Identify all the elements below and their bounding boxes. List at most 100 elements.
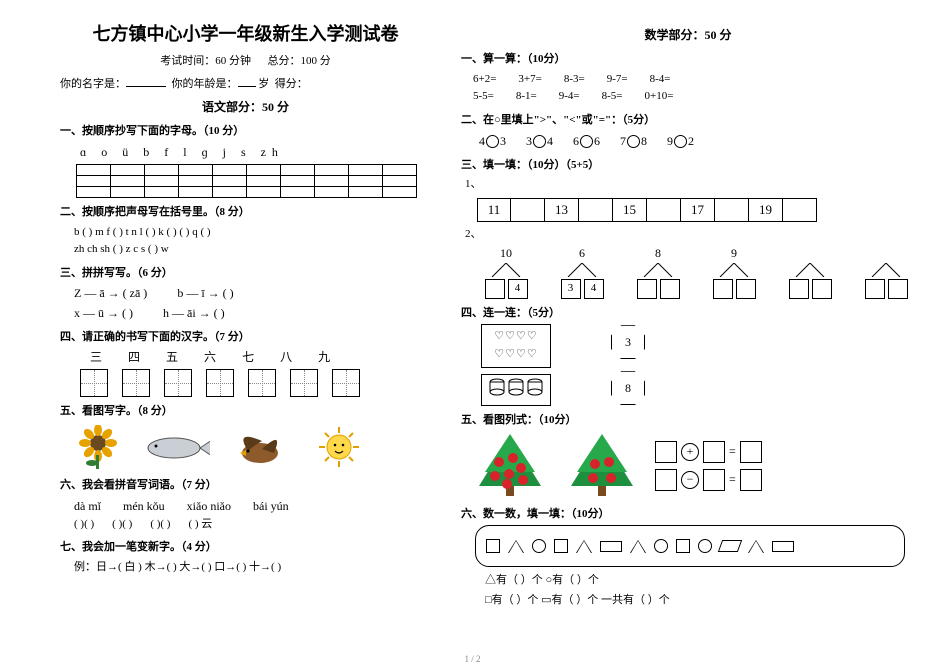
q6-p2: mén kǒu <box>123 497 165 516</box>
cylinders-box[interactable] <box>481 374 551 407</box>
square-icon <box>486 539 500 553</box>
octagon[interactable]: 3 <box>611 325 645 359</box>
cmp[interactable]: 78 <box>620 132 647 151</box>
op-circle: + <box>681 443 699 461</box>
tian-box[interactable] <box>206 369 234 397</box>
split-lines-icon <box>790 263 830 277</box>
lang-section-title: 语文部分：50 分 <box>60 98 431 117</box>
q1-letters: ɑ o ü b f l ɡ j s zh <box>60 143 431 162</box>
numcell[interactable] <box>715 198 749 222</box>
sq[interactable] <box>736 279 756 299</box>
eq-box[interactable] <box>655 469 677 491</box>
number-line[interactable]: 11 13 15 17 19 <box>461 198 915 222</box>
circle-blank[interactable] <box>627 135 640 148</box>
numcell[interactable]: 19 <box>749 198 783 222</box>
rectangle-icon <box>600 541 622 552</box>
eq[interactable]: 8-5= <box>602 88 623 106</box>
numcell[interactable]: 17 <box>681 198 715 222</box>
q3-l1b: b — ī → ( ) <box>177 286 233 300</box>
decomp[interactable]: 10 4 <box>477 244 535 299</box>
right-column: 数学部分：50 分 一、算一算：（10分） 6+2= 3+7= 8-3= 9-7… <box>461 20 915 611</box>
decomp[interactable]: 9 <box>705 244 763 299</box>
hearts-box[interactable]: ♡♡♡♡♡♡♡♡ <box>481 324 551 367</box>
cmp[interactable]: 92 <box>667 132 694 151</box>
eq-box[interactable] <box>740 441 762 463</box>
sq[interactable] <box>713 279 733 299</box>
q3-sub2: 2、 <box>461 226 915 244</box>
cmp[interactable]: 66 <box>573 132 600 151</box>
lian-wrap[interactable]: ♡♡♡♡♡♡♡♡ 3 8 <box>461 324 915 406</box>
rectangle-icon <box>772 541 794 552</box>
name-blank[interactable] <box>126 77 166 87</box>
tian-box[interactable] <box>248 369 276 397</box>
eq[interactable]: 8-4= <box>650 71 671 89</box>
eq[interactable]: 9-4= <box>559 88 580 106</box>
tian-row[interactable] <box>60 369 431 397</box>
cmp[interactable]: 43 <box>479 132 506 151</box>
decomp[interactable] <box>781 244 839 299</box>
sq[interactable] <box>865 279 885 299</box>
circle-blank[interactable] <box>486 135 499 148</box>
eq[interactable]: 3+7= <box>518 71 541 89</box>
circle-icon <box>698 539 712 553</box>
sq[interactable] <box>789 279 809 299</box>
decomp[interactable]: 8 <box>629 244 687 299</box>
tian-box[interactable] <box>164 369 192 397</box>
numcell[interactable] <box>511 198 545 222</box>
eq-sub[interactable]: − = <box>655 469 762 491</box>
sq[interactable]: 3 <box>561 279 581 299</box>
equals: = <box>729 442 736 461</box>
tian-box[interactable] <box>122 369 150 397</box>
eq[interactable]: 6+2= <box>473 71 496 89</box>
eq[interactable]: 5-5= <box>473 88 494 106</box>
sq[interactable]: 4 <box>584 279 604 299</box>
eq[interactable]: 8-1= <box>516 88 537 106</box>
eq-box[interactable] <box>740 469 762 491</box>
circle-blank[interactable] <box>580 135 593 148</box>
eq-box[interactable] <box>703 469 725 491</box>
cmp[interactable]: 34 <box>526 132 553 151</box>
q6-b1[interactable]: ( )( ) <box>74 516 94 534</box>
eq[interactable]: 8-3= <box>564 71 585 89</box>
numcell[interactable] <box>579 198 613 222</box>
tian-box[interactable] <box>332 369 360 397</box>
numcell[interactable] <box>647 198 681 222</box>
sq[interactable]: 4 <box>508 279 528 299</box>
eq[interactable]: 9-7= <box>607 71 628 89</box>
lang-q1: 一、按顺序抄写下面的字母。（10 分） <box>60 123 431 141</box>
age-blank[interactable] <box>238 77 256 87</box>
count-line-2[interactable]: □有（ ）个 ▭有（ ）个 一共有（ ）个 <box>461 591 915 611</box>
eq-add[interactable]: + = <box>655 441 762 463</box>
math-q5: 五、看图列式：（10分） <box>461 412 915 430</box>
eq-box[interactable] <box>703 441 725 463</box>
shape-panel <box>475 525 905 567</box>
decomp[interactable]: 6 34 <box>553 244 611 299</box>
sq[interactable] <box>660 279 680 299</box>
circle-blank[interactable] <box>674 135 687 148</box>
octagon[interactable]: 8 <box>611 371 645 405</box>
sq[interactable] <box>637 279 657 299</box>
q6-b4[interactable]: ( ) 云 <box>188 516 212 534</box>
parallelogram-icon <box>718 540 742 552</box>
triangle-icon <box>748 540 764 553</box>
sq[interactable] <box>888 279 908 299</box>
numcell[interactable]: 11 <box>477 198 511 222</box>
math-q3: 三、填一填：（10分）（5+5） <box>461 157 915 175</box>
q6-b3[interactable]: ( )( ) <box>150 516 170 534</box>
decomp[interactable] <box>857 244 915 299</box>
q6-b2[interactable]: ( )( ) <box>112 516 132 534</box>
circle-blank[interactable] <box>533 135 546 148</box>
n: 7 <box>620 134 626 148</box>
sq[interactable] <box>812 279 832 299</box>
writing-grid[interactable] <box>76 164 417 198</box>
eq[interactable]: 0+10= <box>645 88 674 106</box>
count-line-1[interactable]: △有（ ）个 ○有（ ）个 <box>461 571 915 591</box>
tian-box[interactable] <box>80 369 108 397</box>
numcell[interactable] <box>783 198 817 222</box>
dt <box>809 244 812 263</box>
numcell[interactable]: 13 <box>545 198 579 222</box>
numcell[interactable]: 15 <box>613 198 647 222</box>
tian-box[interactable] <box>290 369 318 397</box>
eq-box[interactable] <box>655 441 677 463</box>
sq[interactable] <box>485 279 505 299</box>
